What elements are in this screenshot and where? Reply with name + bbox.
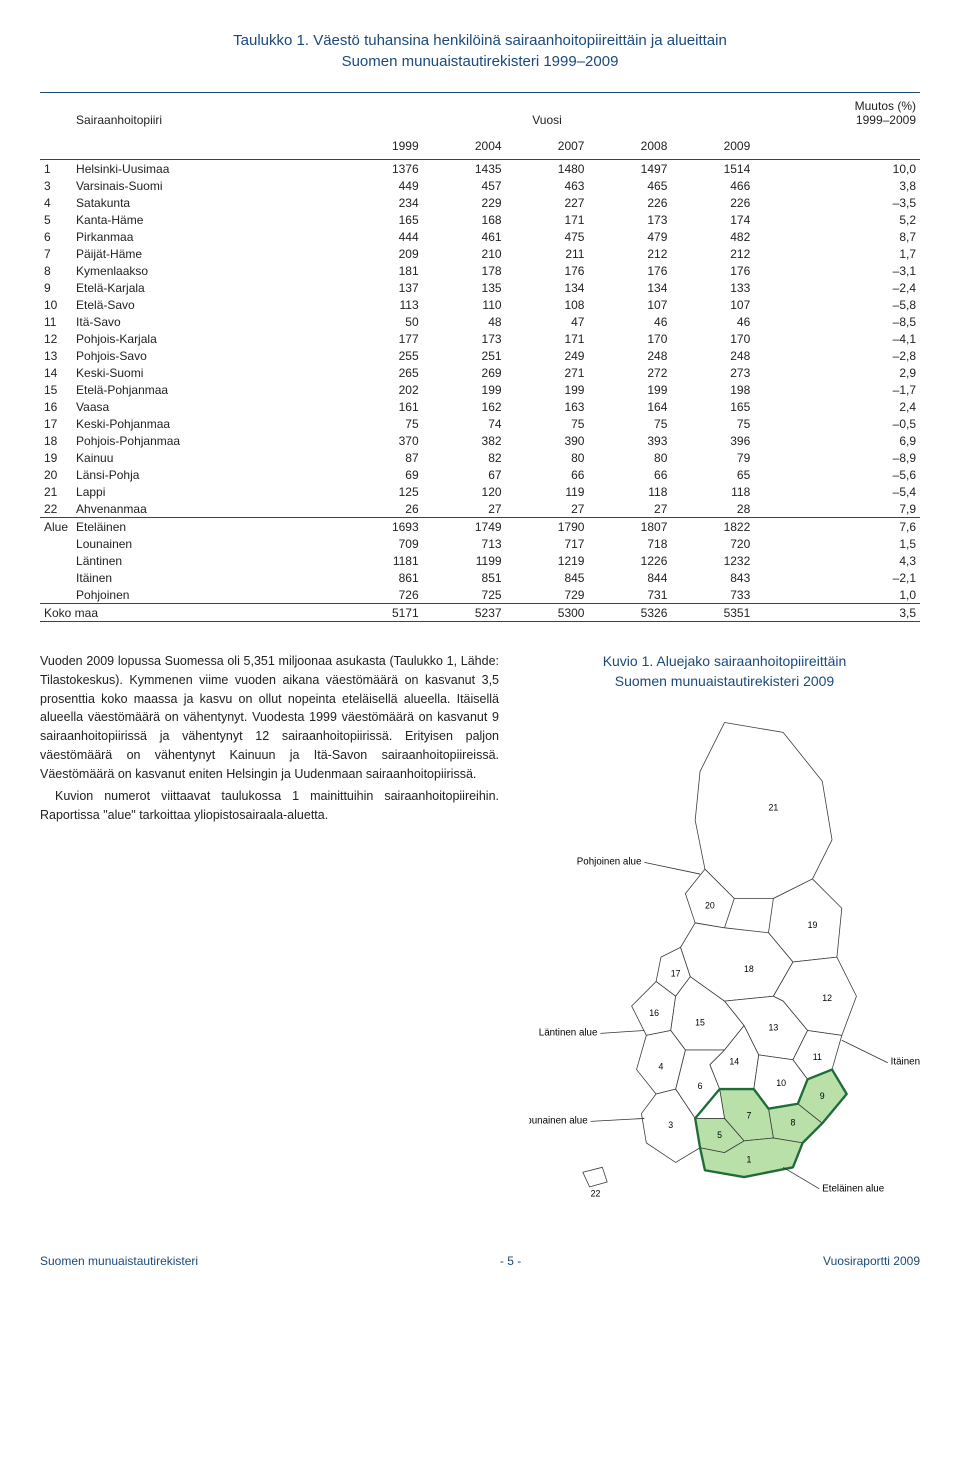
year-header: 2009 bbox=[671, 133, 754, 159]
table-row: 19Kainuu8782808079–8,9 bbox=[40, 449, 920, 466]
table-row: 11Itä-Savo5048474646–8,5 bbox=[40, 313, 920, 330]
header-year: Vuosi bbox=[340, 93, 755, 133]
svg-text:21: 21 bbox=[768, 803, 778, 813]
page-footer: Suomen munuaistautirekisteri - 5 - Vuosi… bbox=[40, 1254, 920, 1268]
table-row: 13Pohjois-Savo255251249248248–2,8 bbox=[40, 347, 920, 364]
svg-text:19: 19 bbox=[808, 920, 818, 930]
svg-text:20: 20 bbox=[705, 900, 715, 910]
figure-title: Kuvio 1. Aluejako sairaanhoitopiireittäi… bbox=[529, 652, 920, 691]
table-row: 4Satakunta234229227226226–3,5 bbox=[40, 194, 920, 211]
svg-text:Itäinen alue: Itäinen alue bbox=[891, 1057, 920, 1068]
footer-right: Vuosiraportti 2009 bbox=[823, 1254, 920, 1268]
table-row: Pohjoinen7267257297317331,0 bbox=[40, 586, 920, 603]
table-row: 12Pohjois-Karjala177173171170170–4,1 bbox=[40, 330, 920, 347]
svg-text:16: 16 bbox=[649, 1008, 659, 1018]
table-row: 6Pirkanmaa4444614754794828,7 bbox=[40, 228, 920, 245]
footer-left: Suomen munuaistautirekisteri bbox=[40, 1254, 198, 1268]
table-row: 21Lappi125120119118118–5,4 bbox=[40, 483, 920, 500]
svg-text:Lounainen alue: Lounainen alue bbox=[529, 1116, 588, 1127]
table-row: 7Päijät-Häme2092102112122121,7 bbox=[40, 245, 920, 262]
svg-text:3: 3 bbox=[668, 1120, 673, 1130]
svg-text:6: 6 bbox=[698, 1081, 703, 1091]
svg-text:7: 7 bbox=[746, 1111, 751, 1121]
footer-center: - 5 - bbox=[500, 1254, 521, 1268]
header-region: Sairaanhoitopiiri bbox=[72, 93, 340, 133]
table-row: 10Etelä-Savo113110108107107–5,8 bbox=[40, 296, 920, 313]
svg-text:11: 11 bbox=[813, 1052, 822, 1062]
table-row: 1Helsinki-Uusimaa1376143514801497151410,… bbox=[40, 160, 920, 177]
year-header: 2004 bbox=[423, 133, 506, 159]
year-header: 2007 bbox=[506, 133, 589, 159]
table-row: 16Vaasa1611621631641652,4 bbox=[40, 398, 920, 415]
table-row: 5Kanta-Häme1651681711731745,2 bbox=[40, 211, 920, 228]
svg-text:4: 4 bbox=[659, 1062, 664, 1072]
svg-text:14: 14 bbox=[729, 1057, 739, 1067]
table-row: 17Keski-Pohjanmaa7574757575–0,5 bbox=[40, 415, 920, 432]
total-row: Koko maa517152375300532653513,5 bbox=[40, 604, 920, 621]
year-header: 2008 bbox=[588, 133, 671, 159]
finland-map: 21 20 19 18 17 12 13 16 15 14 11 10 9 8 7 6 5 4 3 1 22 Pohjoi… bbox=[529, 703, 920, 1214]
body-paragraph-2: Kuvion numerot viittaavat taulukossa 1 m… bbox=[40, 787, 499, 825]
table-title: Taulukko 1. Väestö tuhansina henkilöinä … bbox=[40, 30, 920, 72]
svg-text:Eteläinen alue: Eteläinen alue bbox=[822, 1184, 884, 1195]
table-row: 14Keski-Suomi2652692712722732,9 bbox=[40, 364, 920, 381]
svg-text:13: 13 bbox=[768, 1023, 778, 1033]
svg-text:18: 18 bbox=[744, 964, 754, 974]
svg-text:1: 1 bbox=[746, 1155, 751, 1165]
body-paragraph-1: Vuoden 2009 lopussa Suomessa oli 5,351 m… bbox=[40, 652, 499, 783]
header-change: Muutos (%) 1999–2009 bbox=[754, 93, 920, 133]
table-row: Lounainen7097137177187201,5 bbox=[40, 535, 920, 552]
svg-text:17: 17 bbox=[671, 969, 681, 979]
table-row: 8Kymenlaakso181178176176176–3,1 bbox=[40, 262, 920, 279]
table-row: Läntinen118111991219122612324,3 bbox=[40, 552, 920, 569]
table-row: AlueEteläinen169317491790180718227,6 bbox=[40, 518, 920, 535]
svg-text:5: 5 bbox=[717, 1130, 722, 1140]
table-row: Itäinen861851845844843–2,1 bbox=[40, 569, 920, 586]
table-row: 18Pohjois-Pohjanmaa3703823903933966,9 bbox=[40, 432, 920, 449]
table-row: 20Länsi-Pohja6967666665–5,6 bbox=[40, 466, 920, 483]
svg-text:15: 15 bbox=[695, 1018, 705, 1028]
svg-text:10: 10 bbox=[776, 1078, 786, 1088]
body-text: Vuoden 2009 lopussa Suomessa oli 5,351 m… bbox=[40, 652, 499, 1214]
table-row: 22Ahvenanmaa26272727287,9 bbox=[40, 500, 920, 517]
svg-text:Pohjoinen alue: Pohjoinen alue bbox=[577, 856, 642, 867]
table-row: 15Etelä-Pohjanmaa202199199199198–1,7 bbox=[40, 381, 920, 398]
svg-text:22: 22 bbox=[591, 1189, 601, 1199]
svg-text:9: 9 bbox=[820, 1091, 825, 1101]
svg-text:8: 8 bbox=[790, 1117, 795, 1127]
table-row: 3Varsinais-Suomi4494574634654663,8 bbox=[40, 177, 920, 194]
svg-text:12: 12 bbox=[822, 993, 832, 1003]
svg-text:Läntinen alue: Läntinen alue bbox=[539, 1028, 598, 1039]
table-row: 9Etelä-Karjala137135134134133–2,4 bbox=[40, 279, 920, 296]
population-table: Sairaanhoitopiiri Vuosi Muutos (%) 1999–… bbox=[40, 93, 920, 622]
year-header: 1999 bbox=[340, 133, 423, 159]
